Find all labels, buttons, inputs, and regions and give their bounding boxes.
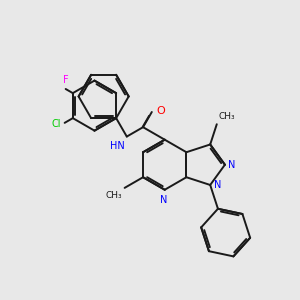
Text: CH₃: CH₃ xyxy=(218,112,235,121)
Text: F: F xyxy=(63,75,68,85)
Text: O: O xyxy=(156,106,165,116)
Text: N: N xyxy=(214,180,221,190)
Text: N: N xyxy=(228,160,236,170)
Text: N: N xyxy=(160,195,167,205)
Text: HN: HN xyxy=(110,141,124,151)
Text: Cl: Cl xyxy=(52,119,61,129)
Text: CH₃: CH₃ xyxy=(106,191,122,200)
